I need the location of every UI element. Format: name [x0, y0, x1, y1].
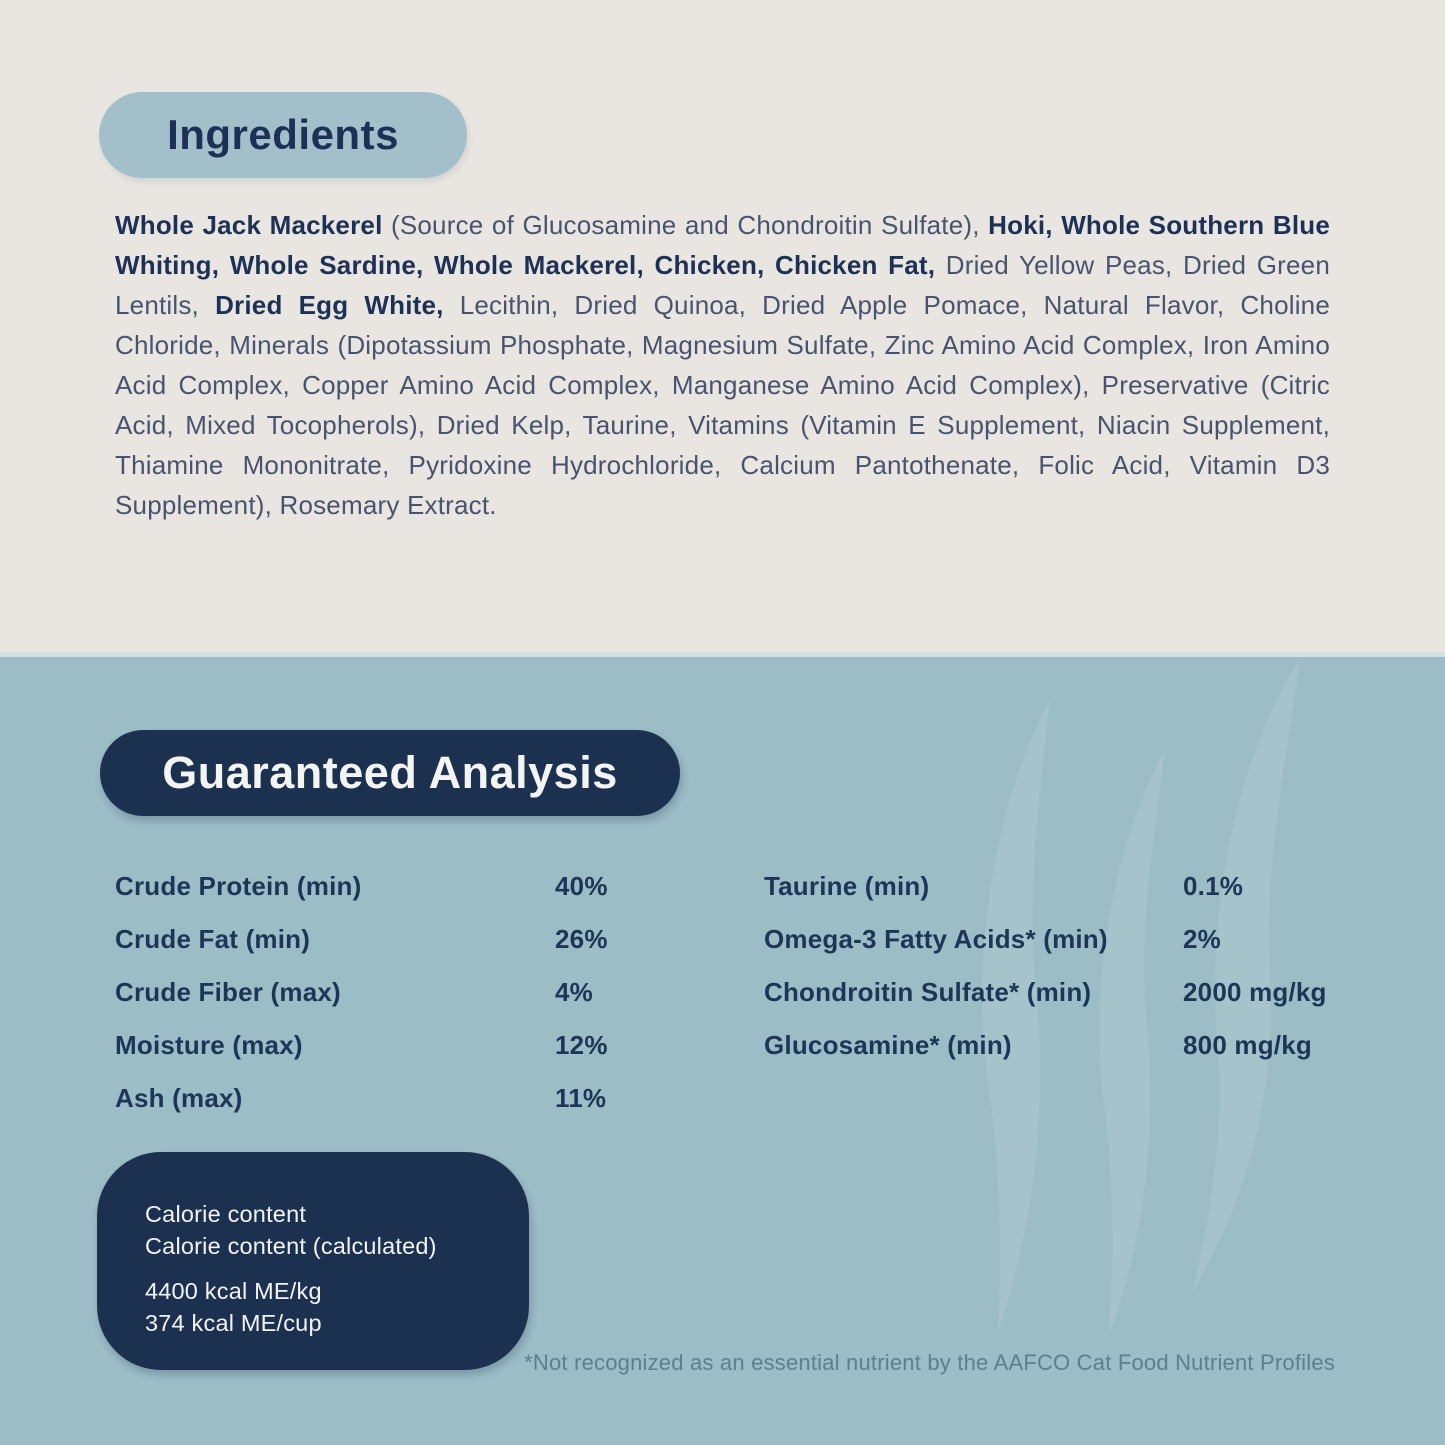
analysis-label: Ash (max): [115, 1083, 243, 1113]
analysis-label: Moisture (max): [115, 1030, 303, 1060]
ingredients-paragraph: Whole Jack Mackerel (Source of Glucosami…: [115, 205, 1330, 525]
ingredients-heading-pill: Ingredients: [99, 92, 467, 178]
analysis-value: 2000 mg/kg: [1183, 977, 1327, 1007]
analysis-table-left: Crude Protein (min) 40% Crude Fat (min) …: [115, 871, 725, 1136]
analysis-label: Taurine (min): [764, 871, 930, 901]
analysis-row: Chondroitin Sulfate* (min) 2000 mg/kg: [764, 977, 1424, 1030]
analysis-value: 11%: [555, 1083, 607, 1113]
analysis-row: Omega-3 Fatty Acids* (min) 2%: [764, 924, 1424, 977]
analysis-table-right: Taurine (min) 0.1% Omega-3 Fatty Acids* …: [764, 871, 1424, 1083]
analysis-value: 800 mg/kg: [1183, 1030, 1312, 1060]
analysis-row: Moisture (max) 12%: [115, 1030, 725, 1083]
analysis-value: 26%: [555, 924, 608, 954]
analysis-row: Taurine (min) 0.1%: [764, 871, 1424, 924]
aafco-footnote: *Not recognized as an essential nutrient…: [524, 1350, 1335, 1375]
calorie-line: Calorie content (calculated): [145, 1233, 437, 1259]
guaranteed-analysis-title: Guaranteed Analysis: [162, 747, 618, 798]
ingredient-segment: Hoki, Whole Southern Blue Whiting, Whole…: [115, 210, 1330, 280]
guaranteed-analysis-heading-pill: Guaranteed Analysis: [100, 730, 680, 816]
ingredient-segment: Lecithin, Dried Quinoa, Dried Apple Poma…: [115, 290, 1331, 520]
analysis-label: Crude Fat (min): [115, 924, 311, 954]
ingredient-segment: Dried Yellow Peas, Dried Green Lentils,: [115, 250, 1330, 320]
analysis-row: Ash (max) 11%: [115, 1083, 725, 1136]
analysis-value: 0.1%: [1183, 871, 1244, 901]
analysis-row: Crude Protein (min) 40%: [115, 871, 725, 924]
guaranteed-analysis-section: Guaranteed Analysis Crude Protein (min) …: [0, 652, 1445, 1445]
analysis-label: Crude Protein (min): [115, 871, 362, 901]
ingredients-section: Ingredients Whole Jack Mackerel (Source …: [0, 0, 1445, 652]
analysis-label: Omega-3 Fatty Acids* (min): [764, 924, 1108, 954]
analysis-label: Chondroitin Sulfate* (min): [764, 977, 1092, 1007]
analysis-row: Crude Fiber (max) 4%: [115, 977, 725, 1030]
analysis-label: Glucosamine* (min): [764, 1030, 1012, 1060]
ingredient-segment: Whole Jack Mackerel: [115, 210, 383, 240]
analysis-value: 12%: [555, 1030, 608, 1060]
analysis-value: 4%: [555, 977, 593, 1007]
flame-watermark-icon: [982, 658, 1300, 1337]
analysis-row: Glucosamine* (min) 800 mg/kg: [764, 1030, 1424, 1083]
ingredients-title: Ingredients: [167, 111, 399, 158]
ingredient-segment: Dried Egg White,: [215, 290, 444, 320]
analysis-label: Crude Fiber (max): [115, 977, 341, 1007]
calorie-value: 4400 kcal ME/kg: [145, 1278, 322, 1304]
calorie-value: 374 kcal ME/cup: [145, 1310, 322, 1336]
calorie-content-box: Calorie content Calorie content (calcula…: [97, 1152, 529, 1370]
analysis-value: 2%: [1183, 924, 1221, 954]
analysis-value: 40%: [555, 871, 608, 901]
ingredient-segment: (Source of Glucosamine and Chondroitin S…: [382, 210, 989, 240]
calorie-line: Calorie content: [145, 1201, 307, 1227]
analysis-row: Crude Fat (min) 26%: [115, 924, 725, 977]
section-divider: [0, 652, 1445, 657]
